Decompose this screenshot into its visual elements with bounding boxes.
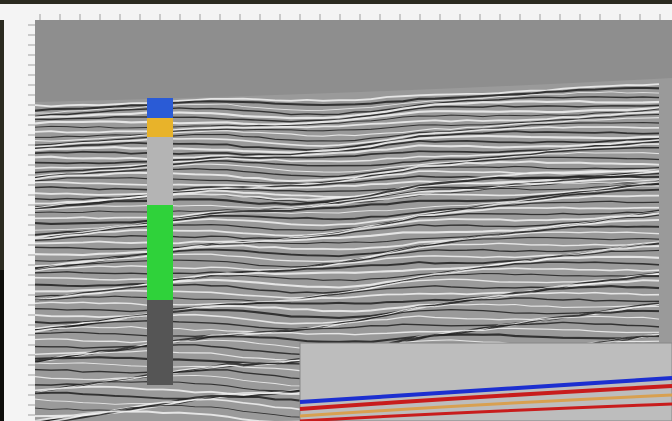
reflector xyxy=(35,86,660,112)
left-ruler xyxy=(4,4,35,421)
reflector xyxy=(35,126,660,148)
reflector xyxy=(35,146,660,174)
reflector xyxy=(35,175,660,211)
reflector xyxy=(35,231,660,271)
reflector xyxy=(35,225,660,270)
well-zone-blue xyxy=(147,98,173,118)
reflector xyxy=(35,169,660,187)
reflector xyxy=(35,91,660,114)
reflector xyxy=(35,179,660,211)
reflector xyxy=(35,83,660,108)
reflector xyxy=(35,96,660,118)
reflector xyxy=(35,261,660,302)
reflector xyxy=(35,151,660,177)
reflector xyxy=(35,200,660,241)
reflector xyxy=(35,170,660,196)
reflector xyxy=(35,182,660,225)
reflector xyxy=(35,117,660,142)
reflector xyxy=(35,255,660,302)
inset-horizon xyxy=(299,384,672,411)
reflector xyxy=(35,122,660,146)
well-zone-green xyxy=(147,205,173,300)
top-ruler xyxy=(0,4,672,20)
reflector xyxy=(35,180,660,214)
reflector xyxy=(35,212,660,257)
reflector xyxy=(35,170,660,210)
reflector xyxy=(35,113,660,138)
reflector xyxy=(35,273,660,306)
reflector xyxy=(35,130,660,151)
reflector xyxy=(35,100,660,120)
reflector xyxy=(35,181,660,220)
reflector xyxy=(35,211,660,245)
inset-horizon xyxy=(299,402,672,421)
reflector xyxy=(35,211,660,250)
reflector xyxy=(35,156,660,179)
reflector xyxy=(35,242,660,281)
reflector xyxy=(35,194,660,239)
reflector xyxy=(35,134,660,154)
reflector xyxy=(35,104,660,123)
ruler-ticks xyxy=(28,14,661,416)
reflector xyxy=(35,304,660,338)
reflector xyxy=(35,242,660,275)
inset-horizon xyxy=(299,393,672,418)
seismic-section xyxy=(35,20,672,421)
reflector xyxy=(35,108,660,129)
well-zone-yellow xyxy=(147,118,173,137)
reflector xyxy=(35,160,660,183)
reflector xyxy=(35,172,660,201)
reflector xyxy=(35,106,660,126)
reflector xyxy=(35,139,660,161)
inset-horizon xyxy=(299,376,672,404)
reflector xyxy=(35,110,660,134)
well-zone-gray xyxy=(147,137,173,205)
reflector xyxy=(35,291,660,333)
well-zone-dark xyxy=(147,300,173,385)
reflector xyxy=(35,143,659,170)
reflector xyxy=(35,137,660,156)
